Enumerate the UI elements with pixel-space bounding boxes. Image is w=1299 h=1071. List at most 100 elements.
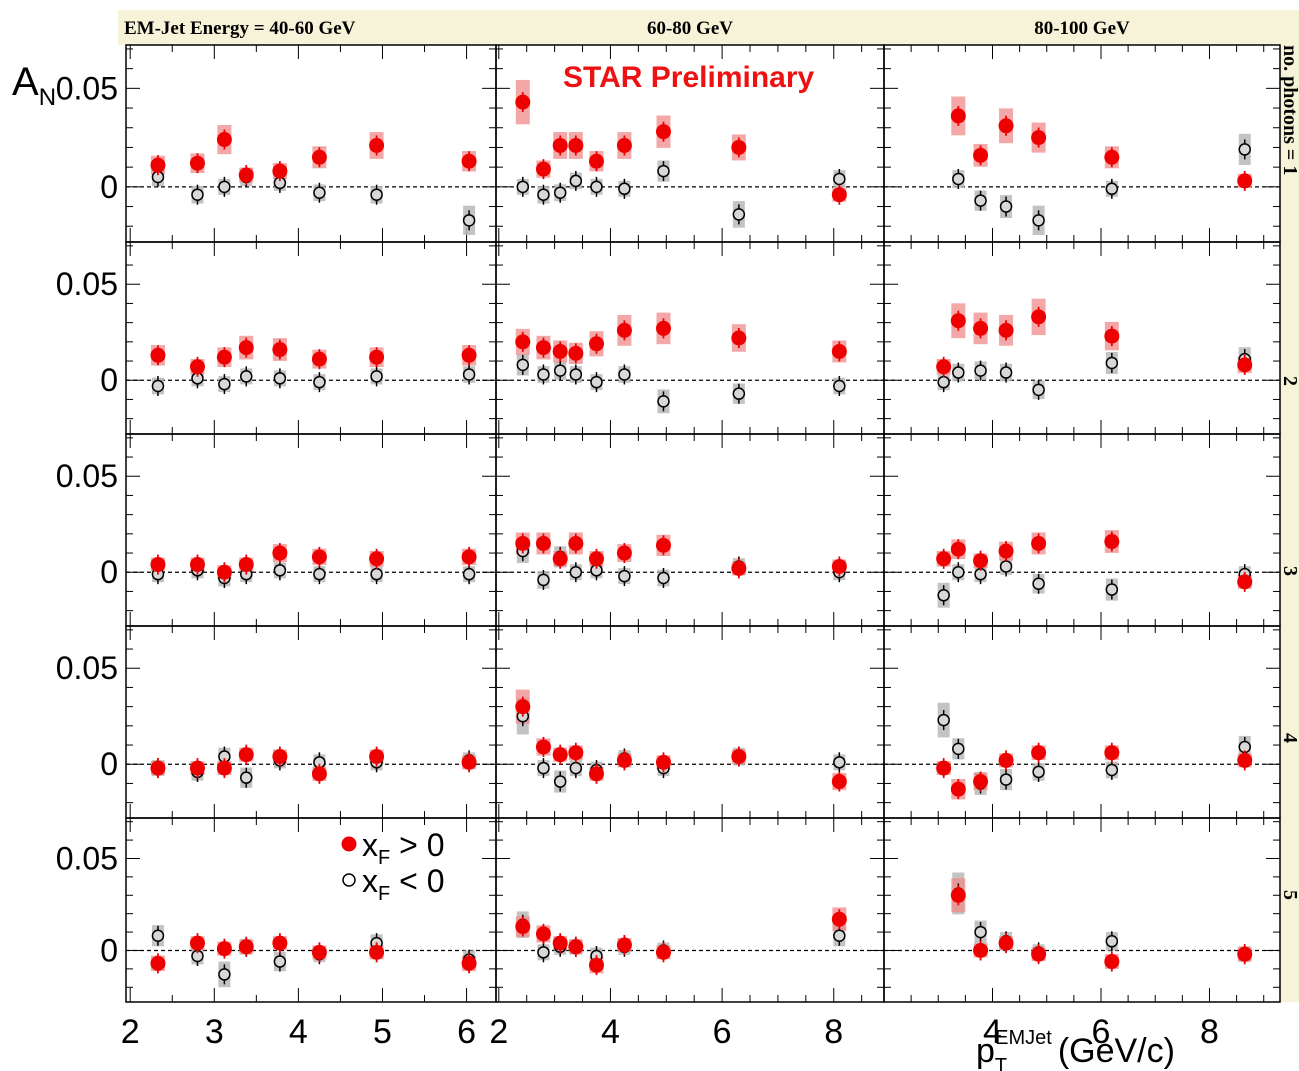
x-tick-label: 8 — [1200, 1013, 1219, 1051]
x-tick-label: 4 — [983, 1013, 1002, 1051]
pos-point — [568, 345, 584, 361]
pos-point — [461, 754, 477, 770]
y-tick-label: 0.05 — [56, 266, 118, 302]
pos-point — [950, 108, 966, 124]
neg-point — [833, 756, 846, 769]
neg-point — [370, 370, 383, 383]
pos-point — [588, 336, 604, 352]
neg-point — [1105, 356, 1119, 370]
y-tick-label: 0 — [100, 362, 118, 398]
pos-point — [588, 551, 604, 567]
x-tick-label: 4 — [601, 1013, 620, 1051]
panel-frame — [883, 817, 1281, 1003]
y-tick-label: 0 — [100, 554, 118, 590]
pos-point — [831, 774, 847, 790]
pos-point — [1237, 357, 1253, 373]
pos-point — [189, 935, 205, 951]
neg-point — [732, 387, 746, 400]
neg-point — [1105, 182, 1119, 196]
neg-point — [516, 358, 530, 372]
neg-point — [191, 188, 204, 201]
preliminary-label: STAR Preliminary — [563, 61, 815, 94]
pos-point — [150, 955, 166, 971]
pos-point — [238, 340, 254, 356]
neg-point — [1032, 577, 1045, 591]
pos-point — [973, 942, 989, 958]
pos-point — [1031, 130, 1047, 146]
neg-point — [1032, 765, 1045, 779]
y-tick-label: 0.05 — [56, 458, 118, 494]
legend-marker-neg — [342, 873, 356, 887]
neg-point — [952, 742, 965, 756]
pos-point — [973, 774, 989, 790]
pos-point — [515, 699, 531, 715]
pos-point — [272, 935, 288, 951]
pos-point — [588, 153, 604, 169]
neg-point — [313, 186, 326, 199]
neg-point — [462, 214, 476, 227]
pos-point — [552, 747, 568, 763]
pos-point — [1237, 946, 1253, 962]
pos-point — [311, 149, 327, 165]
pos-point — [616, 937, 632, 953]
pos-point — [936, 359, 952, 375]
column-label-3: 80-100 GeV — [1034, 18, 1130, 39]
neg-point — [273, 372, 287, 385]
pos-point — [272, 163, 288, 179]
panel-5-1 — [150, 925, 477, 988]
neg-point — [1105, 583, 1119, 596]
panel-1-2 — [515, 79, 847, 228]
neg-point — [313, 375, 326, 389]
pos-point — [515, 535, 531, 551]
x-tick-label: 6 — [1092, 1013, 1111, 1051]
pos-point — [568, 939, 584, 955]
neg-point — [370, 567, 383, 581]
neg-point — [999, 200, 1013, 213]
pos-point — [238, 167, 254, 183]
pos-point — [1104, 328, 1120, 344]
neg-point — [370, 188, 383, 201]
x-tick-label: 6 — [713, 1013, 732, 1051]
pos-point — [150, 557, 166, 573]
column-label-1: EM-Jet Energy = 40-60 GeV — [124, 18, 356, 39]
pos-point — [189, 359, 205, 375]
panel-5-2 — [515, 907, 847, 976]
pos-point — [568, 745, 584, 761]
legend-label-pos: xF > 0 — [362, 827, 444, 869]
pos-point — [461, 347, 477, 363]
pos-point — [831, 187, 847, 203]
neg-point — [657, 164, 670, 178]
pos-point — [369, 944, 385, 960]
pos-point — [272, 342, 288, 358]
neg-point — [218, 377, 231, 391]
pos-point — [998, 118, 1014, 134]
y-axis-label: AN — [12, 60, 56, 111]
panel-3-1 — [150, 543, 477, 588]
pos-point — [616, 322, 632, 338]
neg-point — [273, 955, 287, 968]
pos-point — [998, 935, 1014, 951]
panels — [125, 44, 1281, 1003]
pos-point — [535, 535, 551, 551]
neg-point — [590, 180, 603, 194]
neg-point — [218, 968, 231, 981]
legend-label-neg: xF < 0 — [362, 863, 444, 905]
neg-point — [618, 182, 631, 196]
pos-point — [1031, 309, 1047, 325]
panel-3-3 — [936, 530, 1253, 608]
neg-point — [273, 564, 287, 577]
neg-point — [833, 379, 846, 393]
pos-point — [461, 549, 477, 565]
row-label-band — [1280, 10, 1299, 1002]
pos-point — [515, 334, 531, 350]
pos-point — [655, 320, 671, 336]
neg-point — [618, 368, 631, 381]
y-tick-label: 0 — [100, 932, 118, 968]
panel-2-3 — [936, 298, 1253, 400]
legend: xF > 0 xF < 0 — [341, 827, 444, 905]
pos-point — [150, 157, 166, 173]
neg-point — [952, 366, 965, 379]
neg-point — [1105, 763, 1119, 777]
pos-point — [831, 343, 847, 359]
neg-point — [151, 929, 165, 943]
